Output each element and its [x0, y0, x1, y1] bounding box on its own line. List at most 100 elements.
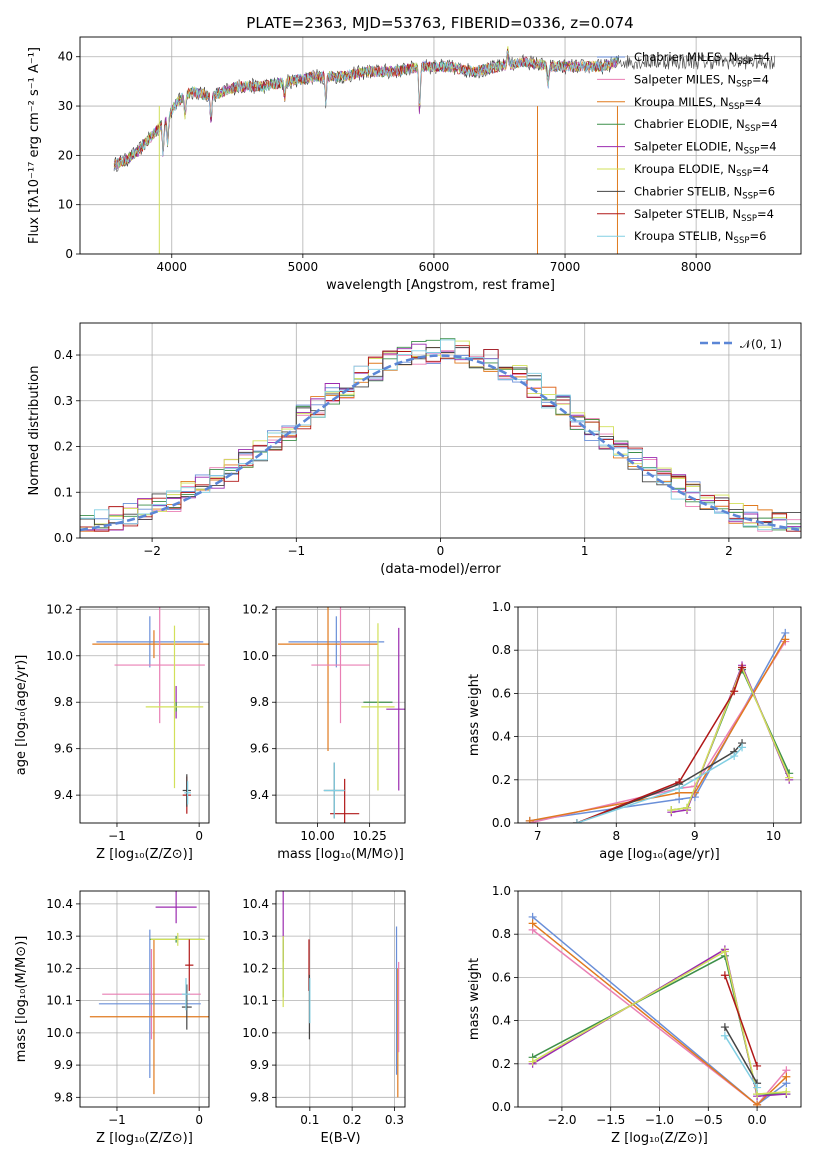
grid [518, 891, 801, 1107]
series-line [576, 746, 743, 823]
y-tick-label: 0.2 [492, 1057, 511, 1071]
axes-frame [517, 890, 802, 1108]
ticks: 10.00 10.25 9.4 9.6 9.8 10.0 10.2 [242, 602, 387, 843]
grid [518, 607, 801, 823]
chart-title: PLATE=2363, MJD=53763, FIBERID=0336, z=0… [246, 14, 633, 32]
data-point-marker [528, 1057, 537, 1066]
plot-area [276, 891, 405, 1107]
y-tick-label: 9.9 [54, 1058, 73, 1072]
y-tick-label: 0.8 [492, 927, 511, 941]
ticks: −1 0 9.4 9.6 9.8 10.0 10.2 [46, 602, 203, 843]
data-point-marker [785, 773, 794, 782]
y-tick-label: 0.0 [54, 531, 73, 545]
series-chabrier-stelib [720, 1023, 762, 1088]
y-tick-label: 10.2 [46, 961, 73, 975]
data-point-marker [753, 1083, 762, 1092]
data-point-marker [720, 1023, 729, 1032]
ticks: 0.1 0.2 0.3 9.8 9.9 10.0 10.1 10.2 10.3 10.4 [242, 897, 404, 1127]
series-line [724, 1035, 758, 1088]
x-tick-label: −2.0 [547, 1113, 576, 1127]
axes-weight-vs-Z: −2.0 −1.5 −1.0 −0.5 0.0 0.0 0.2 0.4 0.6 0.8 1.0 Z [… [467, 884, 802, 1146]
x-tick-label: 5000 [288, 260, 319, 274]
legend-entry-kroupa-stelib: Kroupa STELIB, NSSP=6 [634, 229, 766, 246]
series-line [576, 667, 743, 823]
y-tick-label: 10.2 [46, 602, 73, 616]
y-tick-label: 10.1 [46, 994, 73, 1008]
data-point-marker [782, 1087, 791, 1096]
errorbar-chabrier-miles [288, 616, 385, 668]
data-point-marker [720, 947, 729, 956]
y-tick-label: 0.4 [492, 1014, 511, 1028]
x-axis-label: Z [log₁₀(Z/Z⊙)] [96, 1131, 193, 1146]
y-tick-label: 9.8 [250, 1090, 269, 1104]
y-tick-label: 10.0 [46, 649, 73, 663]
y-tick-label: 10.3 [46, 929, 73, 943]
legend-entry-salpeter-stelib: Salpeter STELIB, NSSP=4 [634, 207, 774, 224]
y-axis-label: Flux [fλ10⁻¹⁷ erg cm⁻² s⁻¹ A⁻¹] [27, 47, 42, 244]
y-tick-label: 0.0 [492, 816, 511, 830]
x-axis-label: Z [log₁₀(Z/Z⊙)] [96, 847, 193, 862]
ticks: −2.0 −1.5 −1.0 −0.5 0.0 0.0 0.2 0.4 0.6 0.8 1.0 [492, 884, 767, 1127]
series-line [671, 665, 790, 811]
y-axis-label: Normed distribution [27, 366, 42, 496]
data-point-marker [753, 1061, 762, 1070]
errorbar-salpeter-elodie [386, 627, 405, 791]
data-point-marker [781, 635, 790, 644]
histogram-salpeter-stelib [80, 345, 801, 538]
y-tick-label: 10.0 [242, 1026, 269, 1040]
errorbar-kroupa-elodie [361, 623, 395, 791]
axes-frame [79, 606, 210, 824]
errorbar-salpeter-miles [114, 607, 205, 724]
x-tick-label: 1 [581, 544, 589, 558]
x-tick-label: −2 [143, 544, 161, 558]
y-tick-label: 9.4 [250, 788, 269, 802]
y-tick-label: 0.4 [54, 348, 73, 362]
normal-reference-curve [80, 354, 801, 532]
data-point-marker [528, 919, 537, 928]
plot-area [80, 323, 801, 538]
x-tick-label: 9 [691, 829, 699, 843]
grid [80, 607, 209, 823]
errorbar-chabrier-stelib [181, 984, 192, 1030]
y-tick-label: 0.8 [492, 643, 511, 657]
axes-frame [79, 890, 210, 1108]
data-point-marker [683, 803, 692, 812]
y-tick-label: 10 [58, 198, 73, 212]
grid [80, 891, 209, 1107]
series-kroupa-stelib [572, 743, 747, 823]
axes-age-vs-Z: −1 0 9.4 9.6 9.8 10.0 10.2 Z [log₁₀(Z/Z⊙)] age [… [14, 602, 210, 862]
axes-age-vs-mass: 10.00 10.25 9.4 9.6 9.8 10.0 10.2 mass [log₁₀(M… [242, 602, 406, 862]
errorbar-kroupa-elodie [145, 625, 204, 789]
data-point-marker [720, 971, 729, 980]
x-tick-label: 0 [437, 544, 445, 558]
y-axis-label: mass weight [467, 674, 482, 756]
y-tick-label: 0.6 [492, 970, 511, 984]
y-tick-label: 0.6 [492, 686, 511, 700]
data-point-marker [782, 1072, 791, 1081]
x-tick-label: −1 [108, 829, 126, 843]
x-tick-label: 2 [725, 544, 733, 558]
y-tick-label: 10.4 [242, 897, 269, 911]
axes-frame [275, 890, 406, 1108]
errorbar-kroupa-stelib [184, 781, 191, 805]
data-point-marker [667, 806, 676, 815]
ticks: 4000 5000 6000 7000 8000 0 10 20 30 40 [58, 50, 712, 274]
y-tick-label: 0.2 [54, 440, 73, 454]
data-point-marker [525, 816, 534, 823]
errorbar-salpeter-elodie [155, 891, 197, 924]
x-tick-label: 0.3 [385, 1113, 404, 1127]
y-axis-label: mass [log₁₀(M/M⊙)] [14, 936, 29, 1063]
x-tick-label: 7 [534, 829, 542, 843]
axes-frame [275, 606, 406, 824]
histogram-kroupa-stelib [80, 339, 801, 538]
plot-area [80, 891, 209, 1107]
data-point-marker [730, 752, 739, 761]
y-tick-label: 0.1 [54, 485, 73, 499]
data-point-marker [730, 687, 739, 696]
y-tick-label: 10.2 [242, 961, 269, 975]
grid [80, 37, 801, 254]
ticks: 7 8 9 10 0.0 0.2 0.4 0.6 0.8 1.0 [492, 600, 781, 843]
y-axis-label: mass weight [467, 958, 482, 1040]
x-tick-label: −1 [287, 544, 305, 558]
